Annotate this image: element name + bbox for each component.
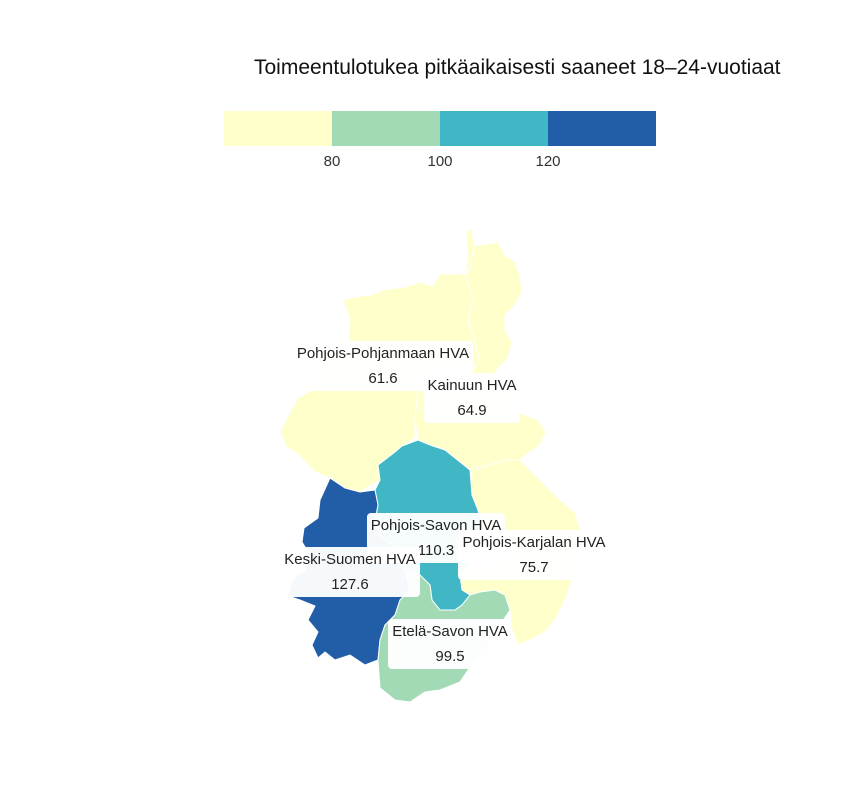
legend-tick-80: 80 xyxy=(323,153,341,170)
color-legend: 80 100 120 xyxy=(224,111,656,170)
region-name: Pohjois-Pohjanmaan HVA xyxy=(296,345,470,362)
label-kainuu: Kainuun HVA 64.9 xyxy=(412,373,532,423)
region-name: Pohjois-Karjalan HVA xyxy=(462,534,606,551)
legend-swatch-4 xyxy=(548,111,656,146)
region-name: Kainuun HVA xyxy=(427,377,517,394)
label-pohjois-pohjanmaa: Pohjois-Pohjanmaan HVA 61.6 xyxy=(283,341,483,391)
legend-swatch-1 xyxy=(224,111,332,146)
map-title: Toimeentulotukea pitkäaikaisesti saaneet… xyxy=(254,56,781,79)
legend-tick-120: 120 xyxy=(535,153,561,170)
region-value: 75.7 xyxy=(519,559,549,576)
legend-swatch-2 xyxy=(332,111,440,146)
region-value: 64.9 xyxy=(457,402,487,419)
label-keski-suomi: Keski-Suomen HVA 127.6 xyxy=(272,547,428,597)
label-pohjois-karjala: Pohjois-Karjalan HVA 75.7 xyxy=(455,530,613,580)
region-value: 99.5 xyxy=(435,648,465,665)
region-value: 61.6 xyxy=(368,370,398,387)
region-value: 110.3 xyxy=(417,542,455,559)
legend-tick-100: 100 xyxy=(427,153,453,170)
legend-swatch-3 xyxy=(440,111,548,146)
label-etela-savo: Etelä-Savon HVA 99.5 xyxy=(378,619,522,669)
region-name: Pohjois-Savon HVA xyxy=(370,517,502,534)
region-name: Keski-Suomen HVA xyxy=(284,551,416,568)
region-value: 127.6 xyxy=(331,576,369,593)
region-name: Etelä-Savon HVA xyxy=(392,623,508,640)
